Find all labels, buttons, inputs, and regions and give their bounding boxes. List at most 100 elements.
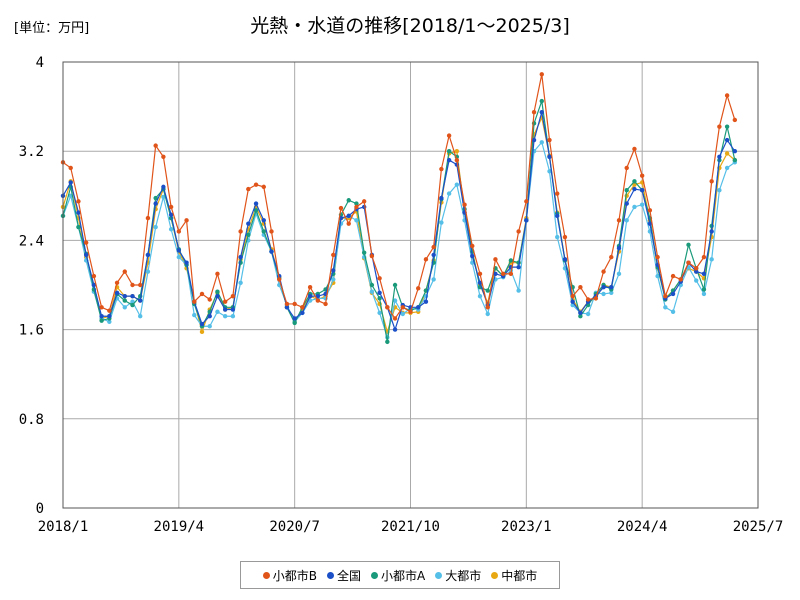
data-point (446, 149, 452, 154)
legend-marker-icon (491, 571, 499, 579)
data-point (547, 169, 552, 174)
data-point (709, 229, 714, 234)
data-point (369, 253, 375, 259)
data-point (724, 165, 730, 171)
data-point (68, 165, 73, 171)
data-point (547, 154, 552, 159)
data-point (609, 254, 614, 260)
data-point (99, 318, 104, 323)
data-point (578, 314, 583, 319)
data-point (207, 314, 212, 319)
data-point (230, 314, 236, 319)
data-point (701, 271, 707, 277)
series-line (62, 74, 736, 320)
data-point (717, 124, 722, 129)
data-point (609, 285, 614, 290)
data-point (331, 277, 336, 282)
data-point (346, 221, 351, 226)
data-point (477, 271, 483, 277)
data-point (416, 305, 421, 310)
data-point (585, 311, 591, 317)
data-point (83, 252, 89, 258)
data-point (168, 212, 174, 217)
y-tick-label: 0 (36, 501, 44, 517)
data-point (601, 269, 606, 274)
data-point (416, 286, 421, 291)
data-point (717, 188, 722, 193)
data-point (331, 268, 336, 273)
data-point (408, 309, 413, 314)
data-point (539, 109, 544, 115)
data-point (616, 246, 622, 251)
data-point (570, 299, 575, 304)
data-point (524, 218, 529, 223)
data-point (130, 299, 135, 304)
data-point (477, 293, 483, 299)
data-point (315, 293, 321, 299)
data-point (292, 320, 297, 326)
y-tick-label: 3.2 (19, 144, 44, 160)
data-point (639, 202, 645, 207)
series-0 (60, 72, 738, 321)
data-point (215, 309, 220, 314)
data-point (215, 289, 220, 294)
data-point (555, 234, 560, 240)
x-tick-label: 2023/1 (501, 519, 552, 535)
legend-marker-icon (326, 571, 334, 579)
x-tick-label: 2024/4 (617, 519, 668, 535)
data-point (377, 310, 382, 316)
data-point (470, 243, 475, 249)
data-point (701, 291, 707, 297)
data-point (493, 257, 498, 262)
data-point (192, 299, 197, 304)
series-line (62, 112, 736, 332)
data-point (423, 299, 429, 304)
data-point (439, 195, 444, 201)
data-point (647, 221, 653, 226)
data-point (145, 215, 151, 221)
data-point (439, 220, 444, 225)
data-point (238, 254, 243, 260)
data-point (184, 260, 189, 265)
data-point (454, 182, 460, 187)
data-point (269, 229, 274, 234)
data-point (246, 186, 251, 192)
data-point (392, 298, 398, 303)
data-point (531, 109, 537, 115)
data-point (578, 285, 583, 290)
data-point (369, 282, 375, 288)
data-point (639, 188, 645, 193)
data-point (176, 229, 182, 234)
data-point (670, 291, 676, 297)
data-point (122, 293, 127, 299)
data-point (724, 137, 730, 143)
data-point (624, 218, 629, 223)
data-point (76, 224, 81, 230)
data-point (192, 312, 197, 318)
data-point (184, 218, 189, 223)
data-point (138, 298, 143, 303)
data-point (107, 308, 112, 313)
data-point (516, 264, 521, 270)
data-point (161, 184, 166, 190)
data-point (222, 299, 228, 304)
y-tick-label: 4 (36, 55, 44, 71)
data-point (392, 327, 398, 332)
legend-label: 大都市 (445, 568, 482, 583)
data-point (531, 137, 537, 143)
data-point (694, 266, 699, 271)
data-point (601, 291, 606, 297)
data-point (655, 254, 660, 260)
data-point (91, 282, 97, 288)
data-point (253, 201, 259, 206)
x-axis-ticks: 2018/1 2019/4 2020/7 2021/10 2023/1 2024/4 202… (38, 519, 784, 535)
grid (62, 61, 759, 509)
data-point (107, 319, 112, 324)
data-point (639, 173, 645, 178)
data-point (663, 305, 668, 310)
series-line (62, 100, 736, 342)
data-point (670, 309, 676, 314)
legend-label: 小都市B (272, 568, 317, 583)
data-point (99, 314, 104, 319)
data-point (377, 296, 382, 301)
